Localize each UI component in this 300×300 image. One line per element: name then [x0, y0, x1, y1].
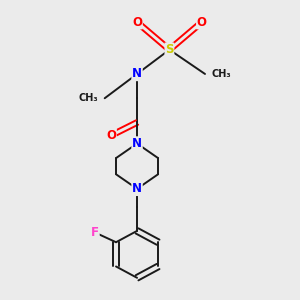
Text: N: N	[132, 68, 142, 80]
Text: N: N	[132, 182, 142, 195]
Text: O: O	[132, 16, 142, 29]
Text: CH₃: CH₃	[79, 93, 98, 103]
Text: F: F	[91, 226, 99, 239]
Text: O: O	[106, 129, 116, 142]
Text: N: N	[132, 137, 142, 150]
Text: O: O	[197, 16, 207, 29]
Text: S: S	[165, 43, 174, 56]
Text: CH₃: CH₃	[212, 69, 231, 79]
